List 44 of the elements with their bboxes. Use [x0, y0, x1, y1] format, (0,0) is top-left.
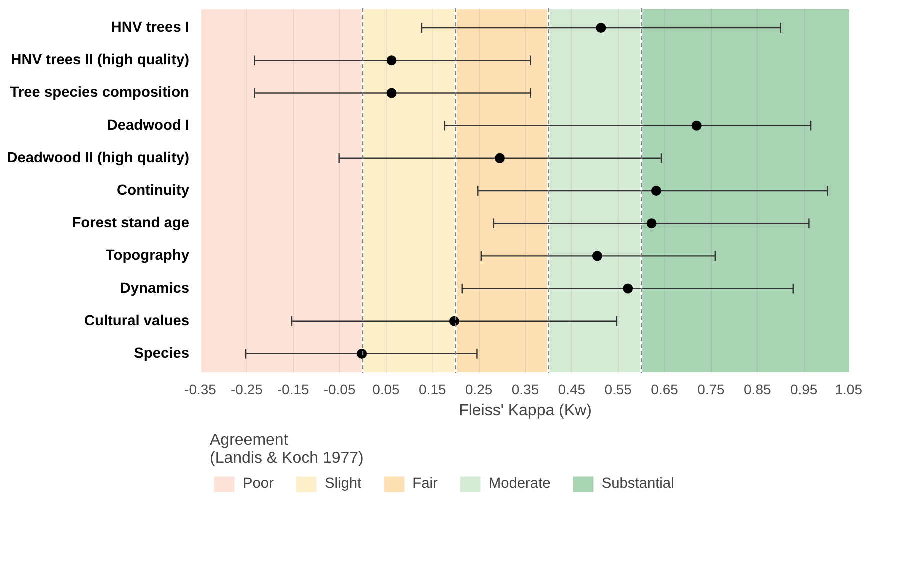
- point: [386, 88, 397, 98]
- x-tick-label: 0.15: [419, 382, 446, 398]
- y-tick-label: Dynamics: [120, 280, 190, 297]
- x-tick-label: 0.25: [465, 382, 493, 398]
- legend-label: Substantial: [602, 476, 674, 492]
- x-tick-label: 0.85: [744, 382, 772, 398]
- point: [623, 284, 634, 294]
- x-tick-label: -0.05: [324, 382, 356, 398]
- y-tick-label: Cultural values: [84, 313, 190, 330]
- point: [357, 348, 368, 359]
- y-tick-label: Deadwood I: [107, 118, 190, 134]
- x-tick-label: -0.35: [184, 382, 217, 398]
- y-tick-label: HNV trees I: [111, 20, 190, 36]
- legend-label: Poor: [243, 476, 274, 492]
- x-tick-label: 0.65: [651, 382, 679, 398]
- point: [646, 218, 657, 229]
- x-tick-label: 0.95: [790, 382, 818, 398]
- x-axis-title: Fleiss' Kappa (Kw): [459, 402, 592, 420]
- x-tick-label: 0.55: [604, 382, 632, 398]
- y-tick-label: Continuity: [117, 183, 190, 199]
- x-tick-label: -0.25: [230, 382, 264, 398]
- x-tick-label: 0.35: [512, 382, 540, 398]
- point: [651, 186, 662, 196]
- y-tick-label: Species: [134, 346, 190, 362]
- y-tick-label: HNV trees II (high quality): [11, 52, 190, 69]
- y-tick-label: Forest stand age: [72, 216, 190, 232]
- y-tick-label: Deadwood II (high quality): [7, 150, 190, 166]
- x-tick-label: 0.45: [558, 382, 586, 398]
- x-tick-label: -0.15: [277, 382, 310, 398]
- x-tick-label: 0.75: [698, 382, 726, 398]
- x-tick-label: 0.05: [372, 382, 400, 398]
- legend-title: Agreement (Landis & Koch 1977): [210, 432, 365, 468]
- y-tick-label: Tree species composition: [10, 85, 190, 102]
- point: [596, 23, 606, 34]
- x-tick-label: 1.05: [835, 382, 863, 398]
- point: [592, 251, 602, 262]
- legend-label: Slight: [324, 476, 362, 492]
- point: [449, 316, 460, 326]
- point: [494, 153, 505, 164]
- point: [692, 120, 702, 131]
- legend-label: Moderate: [488, 476, 551, 492]
- y-tick-label: Topography: [106, 248, 190, 264]
- legend-label: Fair: [412, 476, 438, 492]
- point: [386, 56, 397, 66]
